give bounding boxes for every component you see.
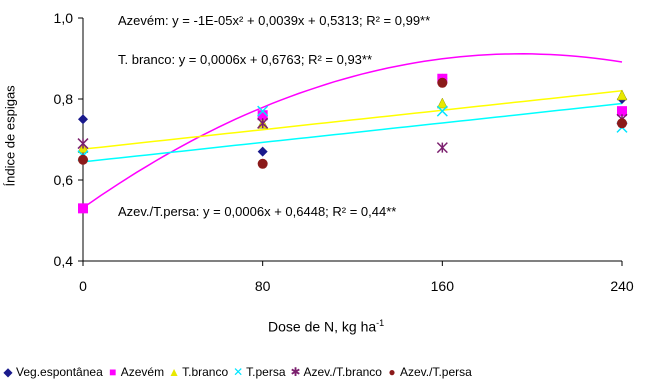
legend-item: ■ Azevém xyxy=(107,365,164,379)
circle-marker-icon: ● xyxy=(388,365,396,379)
point-azev-t-persa xyxy=(617,118,627,129)
legend-item: ● Azev./T.persa xyxy=(386,365,472,379)
point-azev-m xyxy=(257,110,268,121)
point-azev-t-persa xyxy=(257,158,268,169)
y-tick-label: 0,6 xyxy=(54,172,74,188)
axes: 0,4 0,6 0,8 1,0 0 80 160 240 xyxy=(54,10,634,294)
fit-lines xyxy=(82,53,623,209)
legend: ◆ Veg.espontânea ■ Azevém ▲ T.branco ✕ T.persa ✱… xyxy=(2,365,476,379)
legend-label: Azev./T.branco xyxy=(303,365,382,379)
fit-line-azev-t-persa xyxy=(82,102,623,163)
point-azev-t-branco xyxy=(77,138,89,150)
legend-item: ✕ T.persa xyxy=(232,365,285,379)
y-tick-label: 0,4 xyxy=(54,253,74,269)
triangle-marker-icon: ▲ xyxy=(168,365,181,379)
legend-label: Veg.espontânea xyxy=(16,365,103,379)
legend-item: ◆ Veg.espontânea xyxy=(2,365,103,379)
fit-line-t-branco xyxy=(82,90,623,150)
point-azev-t-branco xyxy=(436,142,448,154)
point-veg-espont-nea xyxy=(257,146,268,157)
y-tick-label: 0,8 xyxy=(54,91,74,107)
legend-label: T.persa xyxy=(246,365,286,379)
x-tick-label: 240 xyxy=(610,278,634,294)
x-tick-label: 160 xyxy=(431,278,455,294)
legend-item: ✱ Azev./T.branco xyxy=(290,365,382,379)
point-t-persa xyxy=(436,105,448,117)
legend-label: Azevém xyxy=(120,365,165,379)
point-azev-m xyxy=(617,106,627,117)
point-t-branco xyxy=(436,97,448,109)
legend-item: ▲ T.branco xyxy=(168,365,228,379)
square-marker-icon: ■ xyxy=(109,365,117,379)
star-marker-icon: ✱ xyxy=(290,365,301,379)
point-azev-m xyxy=(78,203,88,214)
x-axis-label: Dose de N, kg ha-1 xyxy=(268,318,385,335)
point-azev-t-persa xyxy=(78,154,88,165)
point-veg-espont-nea xyxy=(78,114,88,125)
x-tick-label: 80 xyxy=(255,278,271,294)
point-t-persa xyxy=(257,105,269,117)
diamond-marker-icon: ◆ xyxy=(3,365,13,379)
annotation-azevem: Azevém: y = -1E-05x² + 0,0039x + 0,5313;… xyxy=(118,13,431,28)
annotation-tbranco: T. branco: y = 0,0006x + 0,6763; R² = 0,… xyxy=(118,52,373,67)
annotation-azev-tpersa: Azev./T.persa: y = 0,0006x + 0,6448; R² … xyxy=(118,204,397,219)
data-points xyxy=(77,73,628,214)
y-tick-label: 1,0 xyxy=(54,10,74,26)
fit-line-azev-m xyxy=(82,53,623,209)
y-axis-label: Índice de espigas xyxy=(2,85,18,187)
legend-label: Azev./T.persa xyxy=(399,365,472,379)
legend-label: T.branco xyxy=(182,365,229,379)
x-marker-icon: ✕ xyxy=(233,365,244,379)
x-tick-label: 0 xyxy=(79,278,87,294)
point-azev-t-branco xyxy=(257,117,269,129)
point-azev-t-persa xyxy=(437,77,448,88)
point-t-branco xyxy=(616,89,628,101)
